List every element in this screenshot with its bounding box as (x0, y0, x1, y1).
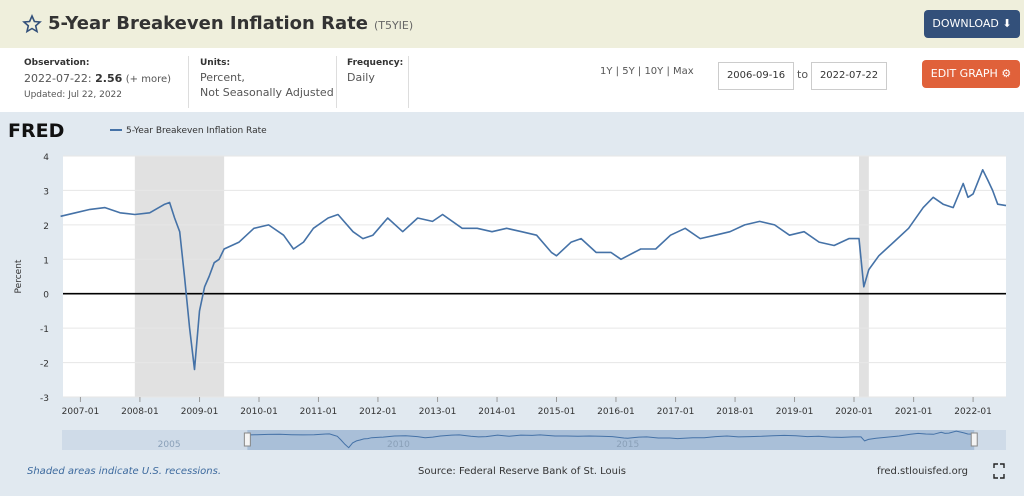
x-tick-label: 2007-01 (62, 407, 100, 417)
divider (188, 56, 189, 108)
observation-label: Observation: (24, 58, 90, 68)
fullscreen-icon[interactable] (993, 463, 1005, 479)
y-axis-label: Percent (14, 259, 24, 293)
units-label: Units: (200, 58, 231, 68)
range-button[interactable]: 5Y (622, 66, 635, 77)
star-icon[interactable] (22, 14, 42, 34)
header-bar (0, 0, 1024, 48)
x-tick-label: 2021-01 (895, 407, 933, 417)
edit-graph-button[interactable]: EDIT GRAPH ⚙ (922, 60, 1020, 88)
source: Source: Federal Reserve Bank of St. Loui… (418, 466, 626, 477)
series-id: (T5YIE) (373, 19, 414, 32)
footnote: Shaded areas indicate U.S. recessions. (27, 466, 221, 477)
x-tick-label: 2017-01 (657, 407, 695, 417)
recession-shade (859, 156, 869, 397)
x-tick-label: 2013-01 (419, 407, 457, 417)
range-button[interactable]: 1Y (600, 66, 613, 77)
frequency-label: Frequency: (347, 58, 404, 68)
data-line (60, 169, 1007, 371)
title-text: 5-Year Breakeven Inflation Rate (48, 13, 368, 34)
range-button[interactable]: Max (673, 66, 694, 77)
x-tick-label: 2020-01 (835, 407, 873, 417)
units: Not Seasonally Adjusted (200, 86, 334, 99)
navigator-handle (970, 432, 978, 447)
divider (336, 56, 337, 108)
more-link[interactable]: (+ more) (125, 74, 172, 85)
x-tick-label: 2019-01 (776, 407, 814, 417)
legend-label: 5-Year Breakeven Inflation Rate (126, 126, 267, 136)
separator: | (663, 66, 674, 77)
y-tick-label: 4 (43, 153, 49, 163)
y-tick-label: -3 (40, 394, 49, 404)
x-tick-label: 2011-01 (300, 407, 338, 417)
navigator-handle (243, 432, 251, 447)
divider (408, 56, 409, 108)
x-tick-label: 2008-01 (121, 407, 159, 417)
observation-value: 2.56 (95, 72, 123, 85)
site: fred.stlouisfed.org (877, 466, 968, 477)
end-date-input[interactable]: 2022-07-22 (811, 62, 887, 90)
units: Percent, (200, 71, 245, 84)
recession-shade (134, 156, 225, 397)
fred-logo: FRED (8, 120, 64, 142)
x-tick-label: 2015-01 (538, 407, 576, 417)
x-tick-label: 2010-01 (240, 407, 278, 417)
range-button[interactable]: 10Y (644, 66, 664, 77)
updated: Updated: Jul 22, 2022 (24, 90, 122, 100)
to-label: to (797, 68, 809, 81)
separator: | (612, 66, 623, 77)
y-tick-label: 2 (43, 222, 49, 232)
navigator-window (247, 430, 975, 450)
observation-date: 2022-07-22: (24, 72, 92, 85)
y-tick-label: 0 (43, 291, 49, 301)
separator: | (634, 66, 645, 77)
x-tick-label: 2014-01 (478, 407, 516, 417)
x-tick-label: 2018-01 (716, 407, 754, 417)
start-date-input[interactable]: 2006-09-16 (718, 62, 794, 90)
x-tick-label: 2012-01 (359, 407, 397, 417)
title: 5-Year Breakeven Inflation Rate (T5YIE) (48, 13, 413, 34)
download-label: DOWNLOAD (932, 17, 999, 30)
range-buttons: 1Y | 5Y | 10Y | Max (600, 66, 694, 77)
y-tick-label: 3 (43, 187, 49, 197)
y-tick-label: -2 (40, 360, 49, 370)
navigator-line (245, 430, 975, 449)
x-tick-label: 2016-01 (597, 407, 635, 417)
navigator-label: 2015 (616, 440, 639, 450)
navigator-label: 2010 (387, 440, 410, 450)
navigator-label: 2005 (158, 440, 181, 450)
edit-label: EDIT GRAPH (930, 67, 998, 80)
y-tick-label: 1 (43, 256, 49, 266)
x-tick-label: 2009-01 (181, 407, 219, 417)
download-button[interactable]: DOWNLOAD ⬇ (924, 10, 1020, 38)
y-tick-label: -1 (40, 325, 49, 335)
x-tick-label: 2022-01 (954, 407, 992, 417)
frequency: Daily (347, 71, 375, 84)
